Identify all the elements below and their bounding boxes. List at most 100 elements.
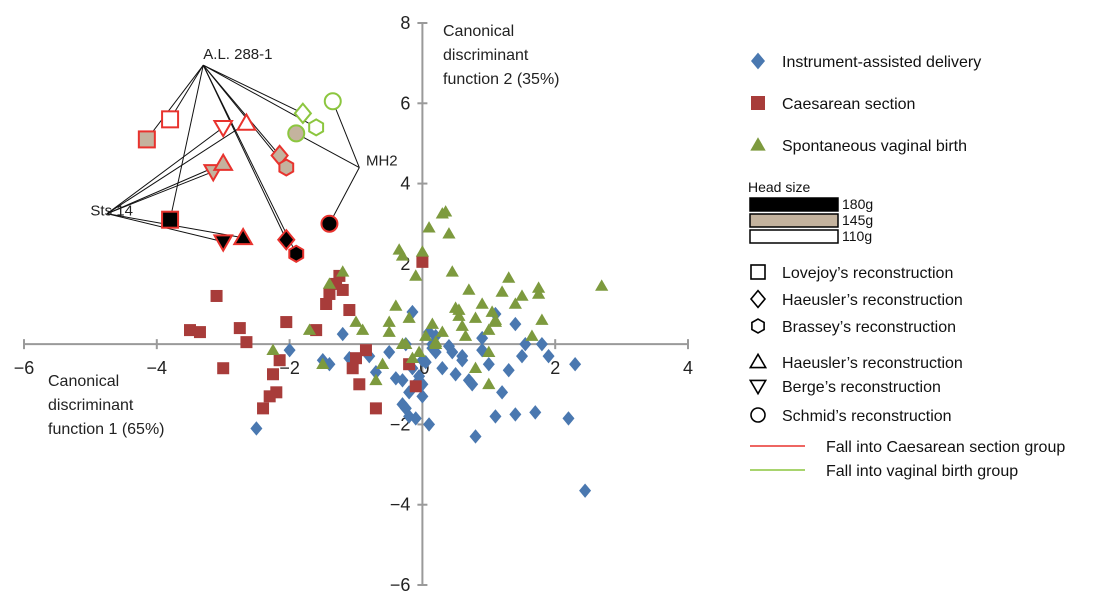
- data-point: [442, 227, 455, 238]
- data-point: [422, 221, 435, 232]
- data-point: [337, 284, 349, 296]
- data-point: [595, 279, 608, 290]
- data-point: [436, 361, 448, 375]
- data-point: [470, 429, 482, 443]
- head-size-label: 180g: [842, 196, 873, 212]
- data-point: [459, 330, 472, 341]
- legend-line-label: Fall into vaginal birth group: [826, 463, 1018, 480]
- x-tick-label: −6: [14, 358, 35, 378]
- fossil-marker: [214, 235, 232, 250]
- fossil-marker: [278, 230, 294, 249]
- data-point: [376, 358, 389, 369]
- data-point: [562, 411, 574, 425]
- data-point: [234, 322, 246, 334]
- fossil-marker: [321, 216, 337, 232]
- y-axis-label-line-1: Canonical: [443, 23, 514, 40]
- data-point: [495, 285, 508, 296]
- legend: Instrument-assisted delivery Caesarean se…: [748, 53, 1065, 480]
- fossil-marker: [279, 160, 293, 176]
- data-point: [409, 269, 422, 280]
- legend-shape-label: Berge’s reconstruction: [782, 379, 941, 396]
- data-point: [266, 344, 279, 355]
- fossil-marker: [288, 125, 304, 141]
- fossil-marker: [162, 111, 178, 127]
- data-point: [469, 311, 482, 322]
- x-axis-label-line-1: Canonical: [48, 373, 119, 390]
- fossil-marker: [139, 131, 155, 147]
- legend-shape-label: Haeusler’s reconstruction: [782, 355, 963, 372]
- data-point: [270, 386, 282, 398]
- data-point: [370, 402, 382, 414]
- legend-shape-marker: [751, 291, 765, 308]
- data-point: [503, 363, 515, 377]
- connector-line: [329, 168, 359, 224]
- data-point: [410, 380, 422, 392]
- fossil-marker: [238, 115, 256, 130]
- legend-shape-label: Lovejoy’s reconstruction: [782, 265, 953, 282]
- data-point: [569, 357, 581, 371]
- x-axis-label-line-3: function 1 (65%): [48, 421, 165, 438]
- x-tick-label: 2: [550, 358, 560, 378]
- fossil-marker: [162, 212, 178, 228]
- data-point: [509, 407, 521, 421]
- data-point: [525, 330, 538, 341]
- specimen-annotations: A.L. 288-1 Sts 14 MH2: [90, 46, 397, 220]
- x-axis-label-line-2: discriminant: [48, 397, 134, 414]
- data-point: [529, 405, 541, 419]
- data-point: [446, 265, 459, 276]
- x-tick-label: −4: [147, 358, 168, 378]
- data-point: [217, 362, 229, 374]
- data-point: [389, 299, 402, 310]
- data-point: [211, 290, 223, 302]
- data-point: [194, 326, 206, 338]
- head-size-swatch: [750, 198, 838, 211]
- legend-marker: [751, 53, 765, 70]
- specimen-label: MH2: [366, 153, 398, 170]
- legend-label: Instrument-assisted delivery: [782, 54, 981, 71]
- fossil-marker: [289, 246, 303, 262]
- data-point: [360, 344, 372, 356]
- data-point: [469, 362, 482, 373]
- head-size-swatch: [750, 230, 838, 243]
- data-point: [353, 378, 365, 390]
- fossil-marker: [214, 155, 232, 170]
- data-point: [337, 327, 349, 341]
- legend-label: Spontaneous vaginal birth: [782, 138, 967, 155]
- data-point: [383, 326, 396, 337]
- head-size-swatch: [750, 214, 838, 227]
- head-size-label: 110g: [842, 228, 872, 244]
- legend-shape-marker: [750, 380, 765, 393]
- y-axis-label-line-2: discriminant: [443, 47, 529, 64]
- data-point: [416, 256, 428, 268]
- data-point: [532, 287, 545, 298]
- data-point: [579, 483, 591, 497]
- data-point: [450, 367, 462, 381]
- axes: [24, 23, 688, 585]
- data-point: [349, 315, 362, 326]
- fossil-marker: [295, 104, 311, 123]
- data-point: [516, 349, 528, 363]
- legend-label: Caesarean section: [782, 96, 915, 113]
- legend-marker: [751, 96, 765, 110]
- data-point: [274, 354, 286, 366]
- data-point: [509, 317, 521, 331]
- data-point: [462, 283, 475, 294]
- data-point: [423, 417, 435, 431]
- axis-labels: Canonical discriminant function 1 (65%) …: [48, 23, 560, 438]
- fossil-marker: [325, 93, 341, 109]
- data-point: [489, 409, 501, 423]
- fossil-marker: [309, 119, 323, 135]
- specimen-label: Sts 14: [90, 203, 133, 220]
- legend-shape-marker: [752, 319, 764, 333]
- data-point: [280, 316, 292, 328]
- data-point: [489, 315, 502, 326]
- connector-line: [170, 65, 203, 220]
- specimen-label: A.L. 288-1: [203, 46, 272, 63]
- head-size-title: Head size: [748, 179, 810, 195]
- data-point: [343, 304, 355, 316]
- legend-shape-marker: [751, 408, 765, 422]
- data-point: [536, 337, 548, 351]
- data-point: [250, 421, 262, 435]
